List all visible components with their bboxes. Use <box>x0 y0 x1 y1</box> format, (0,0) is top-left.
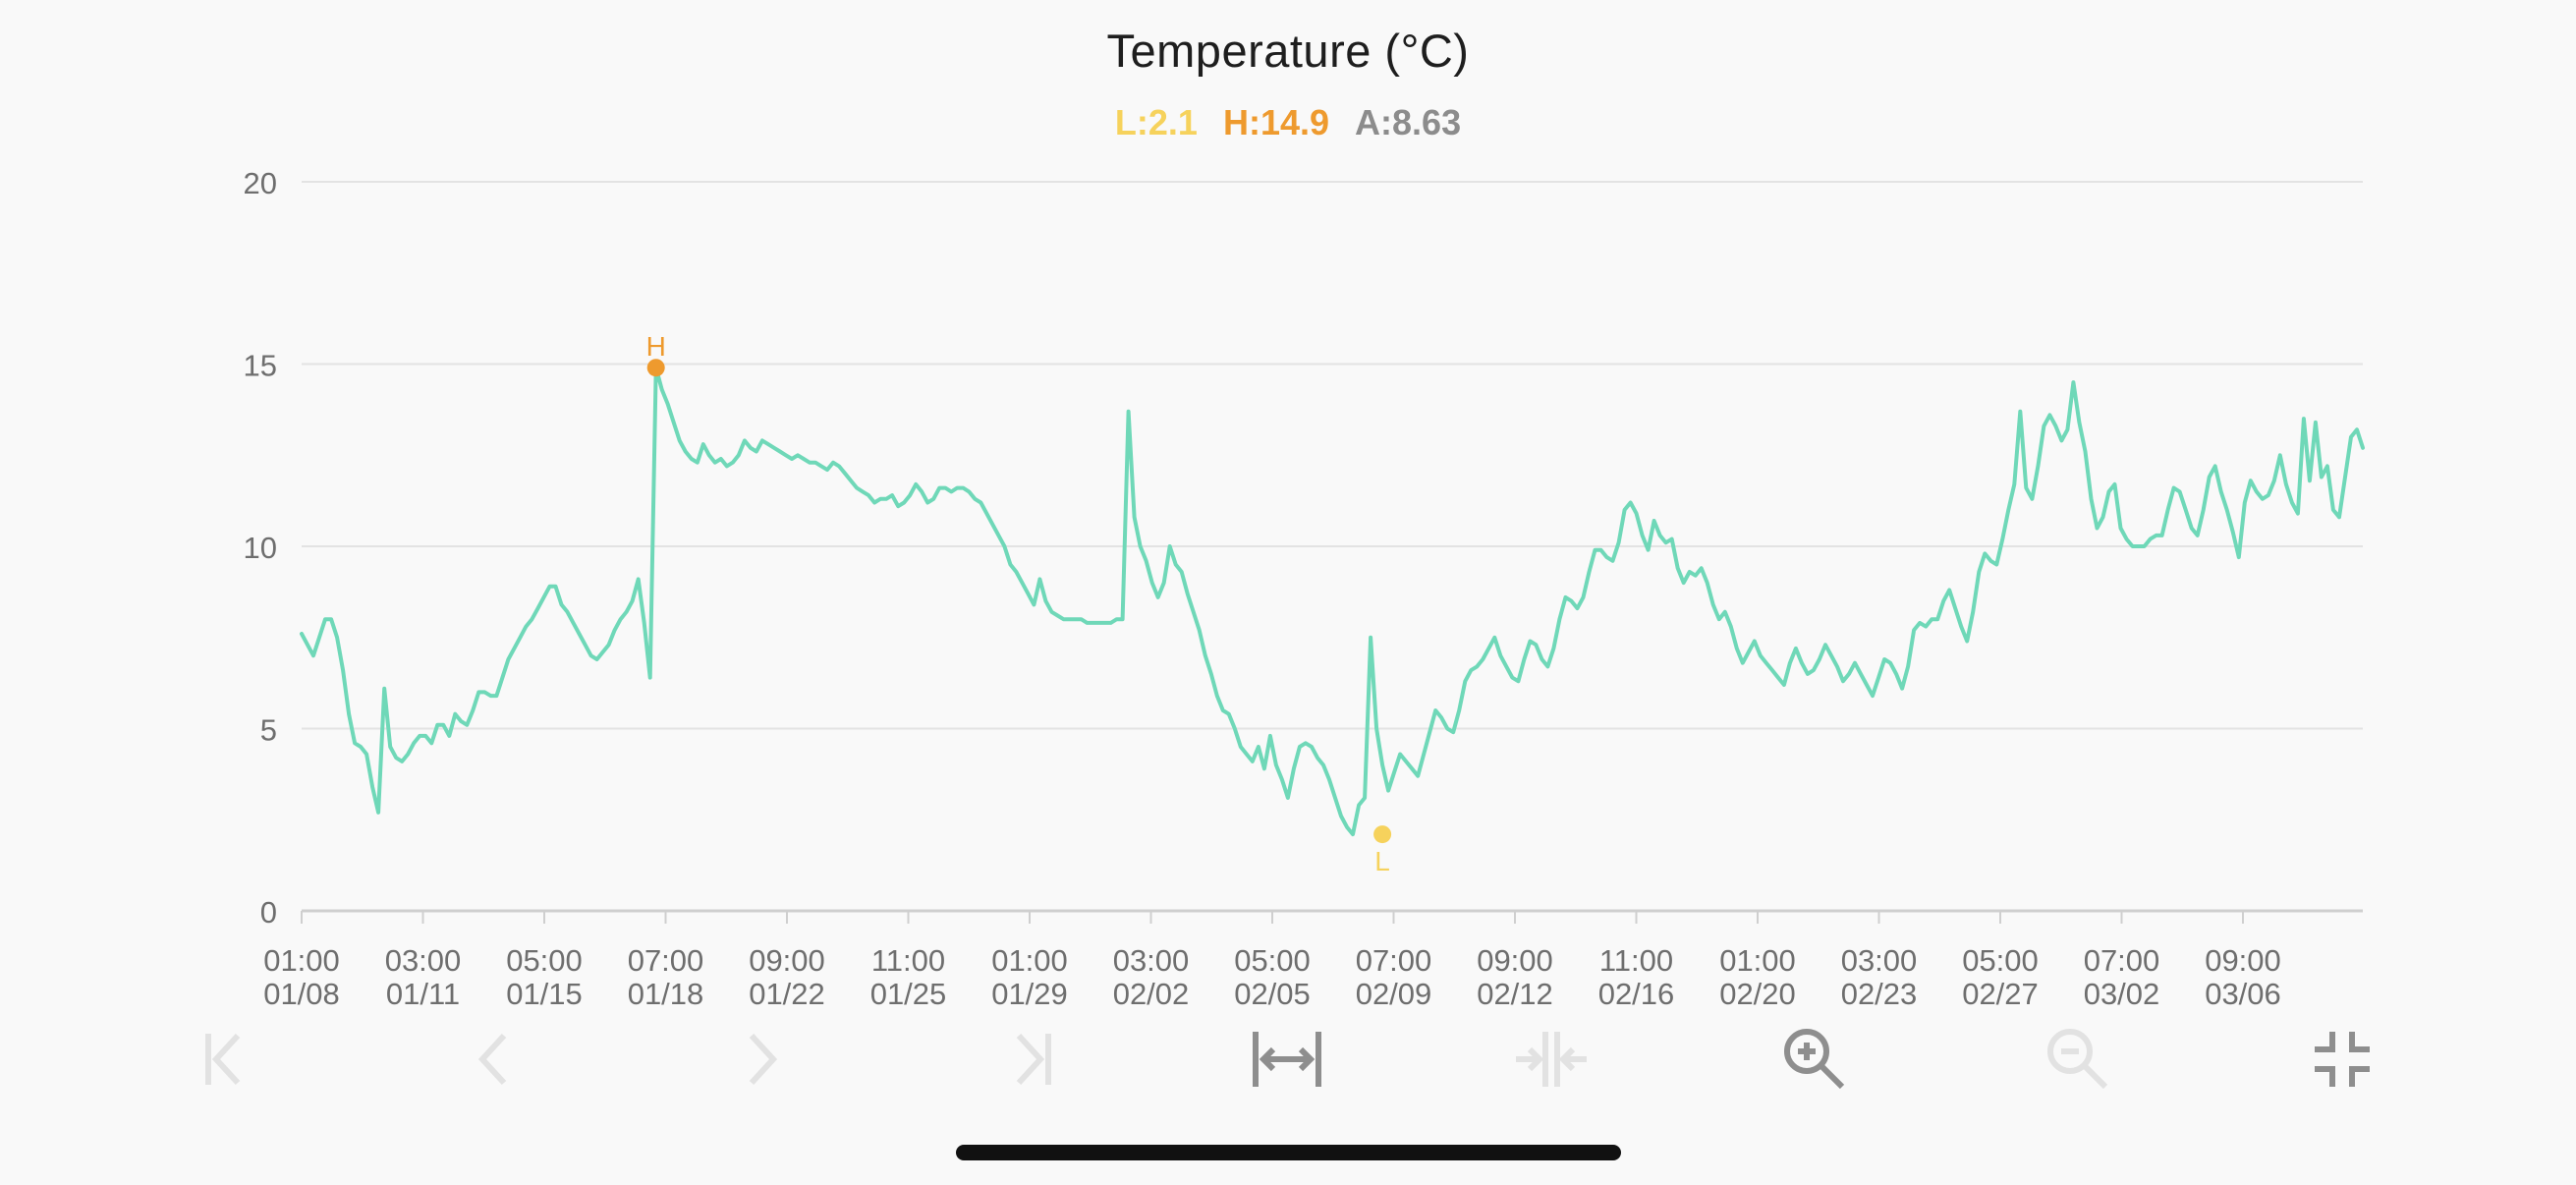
temperature-line <box>300 366 2365 837</box>
zoom-out-icon <box>2047 1029 2108 1090</box>
y-tick-label: 15 <box>244 349 277 383</box>
high-stat: H:14.9 <box>1222 102 1330 142</box>
x-tick-label: 09:00 <box>749 943 825 978</box>
x-tick-label: 01/18 <box>628 977 704 1011</box>
home-indicator[interactable] <box>956 1145 1621 1160</box>
x-tick-label: 07:00 <box>1356 943 1432 978</box>
compress-width-icon <box>1516 1032 1587 1087</box>
fit-width-icon <box>1253 1032 1321 1087</box>
x-tick-label: 11:00 <box>871 943 945 978</box>
next-button[interactable] <box>720 1020 799 1099</box>
x-tick-label: 02/20 <box>1719 977 1796 1011</box>
x-tick-label: 02/12 <box>1477 977 1553 1011</box>
x-tick-label: 02/02 <box>1113 977 1190 1011</box>
jump-end-icon <box>1016 1033 1051 1086</box>
previous-icon <box>477 1033 507 1086</box>
x-tick-label: 09:00 <box>1477 943 1553 978</box>
x-tick-label: 01:00 <box>991 943 1068 978</box>
zoom-in-icon <box>1784 1029 1845 1090</box>
x-tick-label: 02/27 <box>1962 977 2039 1011</box>
x-tick-label: 02/09 <box>1356 977 1432 1011</box>
x-tick-label: 11:00 <box>1599 943 1673 978</box>
x-tick-label: 01/08 <box>263 977 340 1011</box>
y-tick-label: 5 <box>260 713 277 748</box>
high-marker-label: H <box>646 331 666 362</box>
x-tick-label: 01:00 <box>1719 943 1796 978</box>
x-tick-label: 01/15 <box>506 977 583 1011</box>
x-tick-label: 09:00 <box>2205 943 2281 978</box>
x-tick-label: 05:00 <box>1234 943 1311 978</box>
previous-button[interactable] <box>457 1020 535 1099</box>
x-tick-label: 05:00 <box>1962 943 2039 978</box>
x-tick-label: 01/29 <box>991 977 1068 1011</box>
low-marker-label: L <box>1374 846 1390 876</box>
exit-fullscreen-button[interactable] <box>2303 1020 2381 1099</box>
x-tick-label: 07:00 <box>2084 943 2160 978</box>
x-tick-label: 01:00 <box>263 943 340 978</box>
exit-fullscreen-icon <box>2315 1032 2370 1087</box>
x-tick-label: 02/23 <box>1841 977 1918 1011</box>
zoom-out-button[interactable] <box>2039 1020 2117 1099</box>
x-tick-label: 01/25 <box>870 977 947 1011</box>
x-tick-label: 01/22 <box>749 977 825 1011</box>
zoom-in-button[interactable] <box>1775 1020 1854 1099</box>
x-tick-label: 07:00 <box>628 943 704 978</box>
y-tick-label: 20 <box>244 166 277 200</box>
x-tick-label: 02/05 <box>1234 977 1311 1011</box>
x-tick-label: 03/02 <box>2084 977 2160 1011</box>
chart-title: Temperature (°C) <box>1106 25 1470 77</box>
x-tick-label: 05:00 <box>506 943 583 978</box>
x-tick-label: 02/16 <box>1598 977 1675 1011</box>
next-icon <box>749 1033 778 1086</box>
x-tick-label: 03/06 <box>2205 977 2281 1011</box>
stats-summary: L:2.1 H:14.9 A:8.63 <box>0 102 2576 143</box>
y-tick-label: 10 <box>244 531 277 565</box>
y-tick-label: 0 <box>260 895 277 930</box>
compress-width-button[interactable] <box>1512 1020 1591 1099</box>
x-tick-label: 03:00 <box>385 943 462 978</box>
jump-start-button[interactable] <box>195 1020 273 1099</box>
avg-stat: A:8.63 <box>1355 102 1462 142</box>
x-tick-label: 03:00 <box>1841 943 1918 978</box>
low-stat: L:2.1 <box>1114 102 1198 142</box>
x-tick-label: 01/11 <box>386 977 460 1011</box>
low-marker <box>1373 825 1392 844</box>
jump-start-icon <box>205 1033 241 1086</box>
x-tick-label: 03:00 <box>1113 943 1190 978</box>
high-marker <box>646 359 665 377</box>
jump-end-button[interactable] <box>983 1020 1062 1099</box>
fit-width-button[interactable] <box>1248 1020 1326 1099</box>
